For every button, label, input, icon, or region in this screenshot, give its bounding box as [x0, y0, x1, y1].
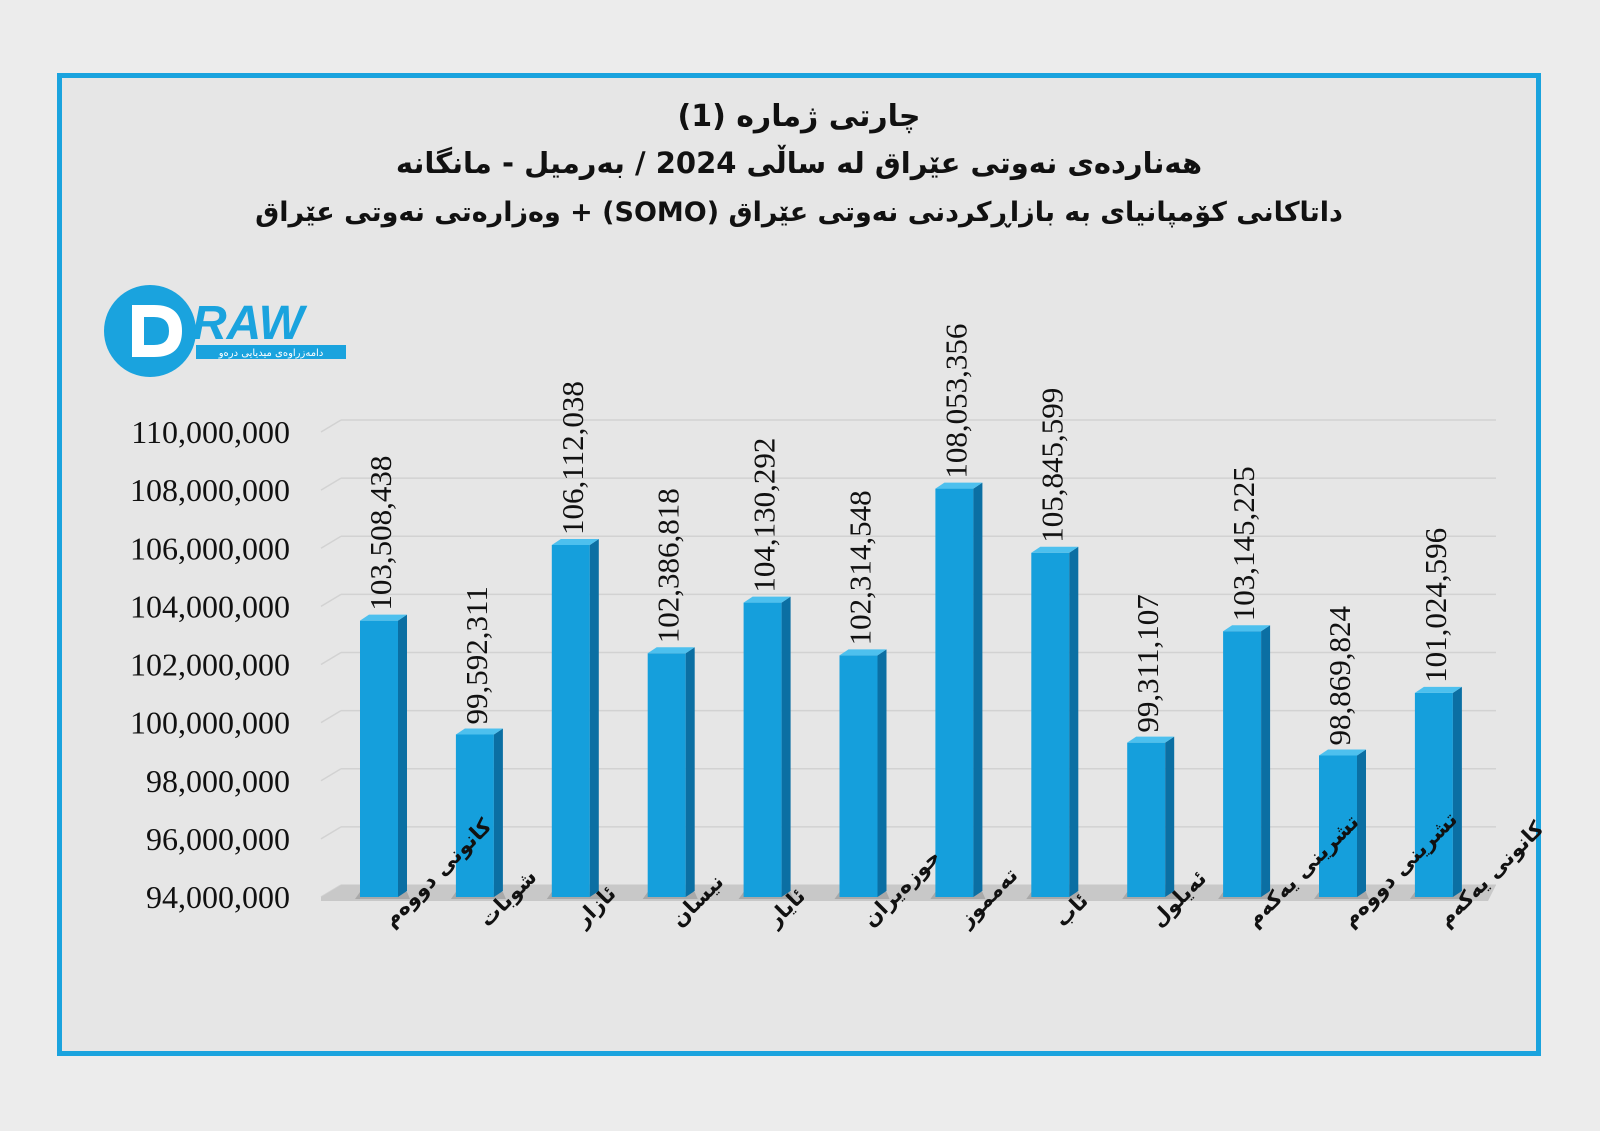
- bar-top: [647, 647, 695, 654]
- bar-front: [743, 602, 782, 897]
- bar: [1314, 749, 1369, 899]
- bar-top: [1414, 686, 1462, 693]
- bar-side: [685, 647, 695, 897]
- bar-front: [455, 734, 494, 897]
- bar-front: [1414, 692, 1453, 897]
- gridline: [320, 535, 342, 549]
- bar-top: [455, 728, 503, 735]
- value-label: 99,311,107: [1130, 594, 1165, 732]
- bar-front: [1223, 631, 1262, 897]
- bar-top: [839, 649, 887, 656]
- bars: [355, 482, 1465, 899]
- bar: [1218, 625, 1274, 899]
- bar-front: [551, 544, 590, 897]
- bar-front: [935, 488, 974, 897]
- value-labels: 103,508,438 99,592,311 106,112,038 102,386,…: [363, 324, 1453, 746]
- bar-top: [360, 614, 407, 621]
- chart-floor: [321, 885, 1496, 901]
- value-label: 103,145,225: [1226, 466, 1261, 621]
- gridline: [320, 651, 342, 666]
- gridline: [320, 768, 342, 782]
- bar-top: [743, 596, 791, 603]
- value-label: 104,130,292: [747, 438, 782, 593]
- y-tick-label: 96,000,000: [146, 821, 290, 857]
- bar-side: [398, 614, 407, 897]
- y-axis: 94,000,000 96,000,000 98,000,000 100,000,00…: [130, 414, 290, 915]
- gridline: [320, 826, 342, 840]
- logo-text: RAW: [192, 297, 308, 350]
- bar-top: [1127, 736, 1175, 743]
- bar: [1409, 686, 1465, 899]
- gridline: [320, 709, 342, 724]
- value-label: 102,386,818: [651, 488, 686, 643]
- chart-source-title: داتاکانی کۆمپانیای بە بازاڕکردنی نەوتی ع…: [255, 197, 1343, 228]
- bar-side: [493, 728, 503, 897]
- bar: [546, 538, 602, 899]
- value-label: 102,314,548: [843, 490, 878, 645]
- bar-side: [877, 649, 887, 897]
- value-label: 106,112,038: [555, 381, 590, 535]
- bar: [1122, 736, 1178, 899]
- bar: [834, 649, 890, 899]
- bar-side: [1165, 736, 1175, 897]
- value-label: 99,592,311: [459, 586, 494, 724]
- bar-top: [1319, 749, 1366, 756]
- value-label: 98,869,824: [1322, 605, 1357, 745]
- gridline: [320, 593, 342, 608]
- bar: [450, 728, 506, 899]
- bar-side: [1452, 686, 1462, 897]
- bar: [1026, 546, 1082, 899]
- y-tick-label: 94,000,000: [146, 879, 290, 915]
- bar-front: [1319, 755, 1357, 897]
- y-tick-label: 102,000,000: [130, 647, 290, 683]
- y-tick-label: 104,000,000: [130, 588, 290, 624]
- bar-top: [1223, 625, 1271, 632]
- bar-side: [1357, 749, 1366, 897]
- bar-front: [360, 620, 398, 897]
- gridline: [320, 477, 342, 491]
- bar: [930, 482, 986, 899]
- bar-front: [647, 653, 686, 897]
- bar: [642, 647, 698, 899]
- bar-front: [839, 655, 878, 897]
- value-label: 103,508,438: [363, 456, 398, 611]
- bar-side: [973, 482, 983, 897]
- bar-front: [1127, 742, 1166, 897]
- floor-plane: [321, 885, 1496, 901]
- bar-side: [1069, 546, 1079, 897]
- y-tick-label: 98,000,000: [146, 763, 290, 799]
- bar-top: [1031, 546, 1079, 553]
- y-tick-label: 100,000,000: [130, 705, 290, 741]
- bar: [355, 614, 410, 899]
- bar-front: [1031, 552, 1070, 897]
- bar-top: [935, 482, 983, 489]
- bar-side: [781, 596, 791, 897]
- chart-number-title: چارتی ژمارە (1): [677, 99, 921, 134]
- bar-top: [551, 538, 599, 545]
- chart-main-title: هەناردەی نەوتی عێراق لە ساڵی 2024 / بەرم…: [395, 146, 1203, 180]
- bar: [738, 596, 794, 899]
- y-tick-label: 110,000,000: [131, 414, 290, 450]
- value-label: 108,053,356: [938, 324, 973, 479]
- y-tick-label: 106,000,000: [130, 530, 290, 566]
- bar-side: [589, 538, 599, 897]
- value-label: 101,024,596: [1418, 528, 1453, 683]
- logo-tagline: دامەزراوەی میدیایی درەو: [218, 348, 324, 359]
- draw-logo: RAW دامەزراوەی میدیایی درەو: [104, 285, 346, 377]
- value-label: 105,845,599: [1034, 388, 1069, 543]
- y-tick-label: 108,000,000: [130, 472, 290, 508]
- bar-side: [1261, 625, 1271, 897]
- chart-titles: چارتی ژمارە (1) هەناردەی نەوتی عێراق لە …: [62, 96, 1536, 238]
- gridline: [320, 419, 342, 433]
